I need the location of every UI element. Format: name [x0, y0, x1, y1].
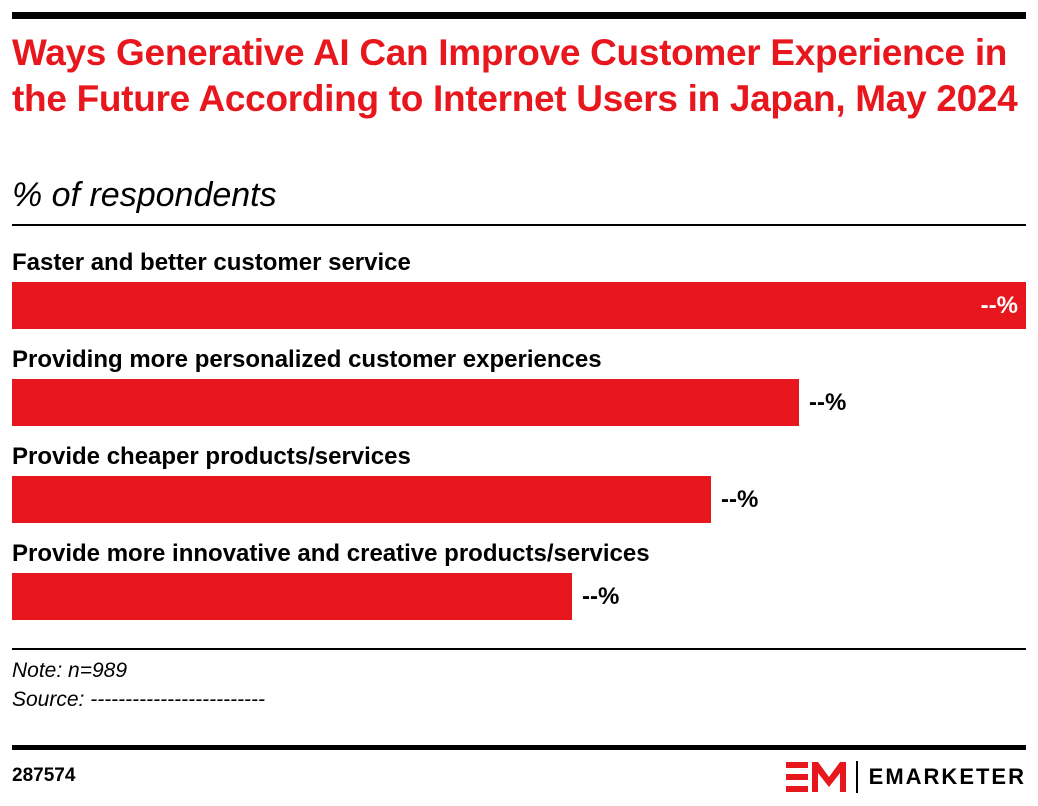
- bar: [12, 282, 1026, 329]
- brand-name: EMARKETER: [868, 764, 1026, 789]
- value-label: --%: [809, 389, 847, 416]
- category-label: Providing more personalized customer exp…: [12, 346, 602, 373]
- bar: [12, 379, 799, 426]
- category-label: Provide cheaper products/services: [12, 443, 411, 470]
- header-divider: [12, 224, 1026, 226]
- chart-title: Ways Generative AI Can Improve Customer …: [12, 32, 1018, 119]
- bar-chart: Faster and better customer service --% Pro…: [12, 246, 1026, 626]
- category-label: Faster and better customer service: [12, 249, 411, 276]
- bottom-rule: [12, 745, 1026, 750]
- emarketer-logo: EMARKETER: [785, 760, 1026, 794]
- note-text: Note: n=989: [12, 659, 128, 682]
- footnote: Note: n=989 Source: --------------------…: [12, 656, 265, 714]
- value-label: --%: [582, 583, 620, 610]
- chart-id: 287574: [12, 765, 76, 786]
- value-label: --%: [980, 292, 1018, 319]
- logo-divider: [855, 761, 858, 793]
- source-text: Source: -------------------------: [12, 688, 266, 711]
- value-label: --%: [721, 486, 759, 513]
- em-logo-icon: [785, 762, 846, 792]
- footer-divider: [12, 648, 1026, 650]
- category-label: Provide more innovative and creative pro…: [12, 540, 650, 567]
- top-rule: [12, 12, 1026, 19]
- bar: [12, 476, 711, 523]
- bar: [12, 573, 572, 620]
- chart-subtitle: % of respondents: [12, 176, 277, 214]
